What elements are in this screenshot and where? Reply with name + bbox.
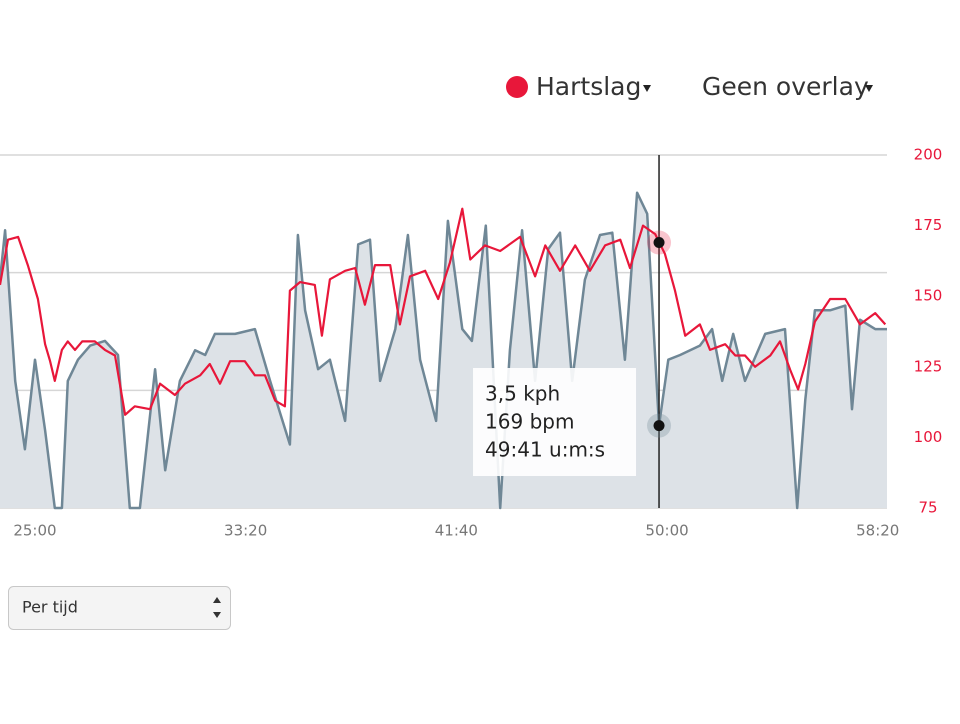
select-label: Per tijd — [22, 598, 78, 617]
y-tick-label: 200 — [914, 146, 943, 164]
tooltip-time: 49:41 u:m:s — [485, 438, 605, 462]
y-tick-label: 175 — [914, 216, 943, 234]
y-tick-label: 150 — [914, 287, 943, 305]
speed-dot — [653, 420, 665, 432]
overlay-menu[interactable]: Geen overlay — [702, 72, 873, 101]
dropdown-arrow — [865, 85, 873, 92]
heart-rate-dot — [653, 237, 665, 249]
y-tick-label: 100 — [914, 428, 943, 446]
mode-select[interactable]: Per tijd — [8, 586, 231, 630]
y-tick-label: 125 — [914, 357, 943, 375]
x-tick-label: 58:20 — [856, 522, 899, 540]
tooltip-heart-rate: 169 bpm — [485, 410, 574, 434]
legend-swatch — [506, 76, 528, 98]
select-arrows — [213, 597, 221, 618]
heart-rate-line — [0, 207, 887, 416]
dropdown-arrow — [643, 85, 651, 92]
x-tick-label: 41:40 — [435, 522, 478, 540]
select-box[interactable] — [8, 586, 231, 630]
x-tick-label: 50:00 — [645, 522, 688, 540]
speed-area — [0, 192, 887, 508]
plot-area: 75 100 125 150 175 200 25:00 33:20 41:40 50:00 58:… — [0, 146, 942, 540]
tooltip-speed: 3,5 kph — [485, 382, 560, 406]
x-tick-label: 33:20 — [224, 522, 267, 540]
tooltip-box — [473, 368, 637, 476]
legend-label[interactable]: Hartslag — [536, 72, 641, 101]
speed-line — [0, 191, 887, 510]
legend[interactable]: Hartslag — [506, 72, 651, 101]
x-tick-label: 25:00 — [13, 522, 56, 540]
y-tick-label: 75 — [918, 499, 937, 517]
overlay-label[interactable]: Geen overlay — [702, 72, 869, 101]
